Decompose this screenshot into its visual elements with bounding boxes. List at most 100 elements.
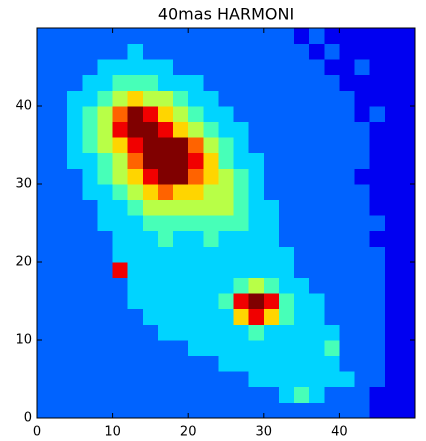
cell [37,137,53,154]
cell [188,59,204,76]
cell [112,106,129,122]
cell [142,277,159,294]
cell [354,386,371,403]
cell [233,137,250,154]
cell [37,355,53,372]
cell [157,28,174,44]
cell [142,402,159,419]
cell [263,386,280,403]
cell [112,90,129,107]
cell [203,168,219,185]
cell [294,308,310,325]
cell [37,386,53,403]
cell [112,308,129,325]
cell [52,152,68,169]
cell [324,293,340,310]
cell [339,90,355,107]
cell [354,340,371,356]
cell [233,74,250,91]
cell [248,43,265,60]
cell [112,152,129,169]
cell [67,184,83,200]
cell [82,355,98,372]
cell [37,277,53,294]
cell [294,137,310,154]
cell [233,28,250,44]
cell [52,402,68,419]
cell [52,28,68,44]
cell [157,402,174,419]
cell [37,324,53,341]
cell [278,293,295,310]
cell [112,43,129,60]
cell [399,230,416,247]
cell [127,43,144,60]
cell [97,59,113,76]
cell [339,371,355,388]
cell [37,340,53,356]
cell [173,168,189,185]
cell [112,324,129,341]
cell [218,106,234,122]
cell [203,90,219,107]
cell [248,199,265,216]
cell [188,215,204,232]
cell [399,137,416,154]
cell [188,90,204,107]
cell [233,59,250,76]
cell [294,152,310,169]
cell [309,293,325,310]
cell [218,246,234,263]
cell [354,106,371,122]
cell [142,215,159,232]
cell [384,152,401,169]
cell [233,215,250,232]
cell [248,121,265,138]
cell [173,371,189,388]
cell [52,59,68,76]
cell [233,340,250,356]
cell [142,371,159,388]
cell [112,59,129,76]
cell [67,308,83,325]
cell [82,262,98,278]
cell [248,230,265,247]
cell [324,168,340,185]
cell [399,308,416,325]
cell [233,90,250,107]
cell [173,74,189,91]
cell [127,121,144,138]
cell [278,402,295,419]
cell [369,152,386,169]
cell [233,277,250,294]
cell [188,121,204,138]
cell [52,355,68,372]
cell [294,340,310,356]
cell [173,293,189,310]
cell [188,308,204,325]
cell [218,386,234,403]
cell [278,262,295,278]
cell [52,386,68,403]
cell [52,277,68,294]
cell [97,43,113,60]
cell [127,324,144,341]
cell [67,152,83,169]
cell [248,262,265,278]
cell [218,371,234,388]
cell [142,324,159,341]
cell [127,59,144,76]
cell [399,340,416,356]
cell [188,230,204,247]
cell [354,168,371,185]
cell [294,246,310,263]
cell [112,215,129,232]
cell [369,355,386,372]
cell [248,246,265,263]
cell [263,184,280,200]
cell [233,184,250,200]
cell [188,28,204,44]
cell [142,28,159,44]
cell [263,324,280,341]
cell [399,246,416,263]
